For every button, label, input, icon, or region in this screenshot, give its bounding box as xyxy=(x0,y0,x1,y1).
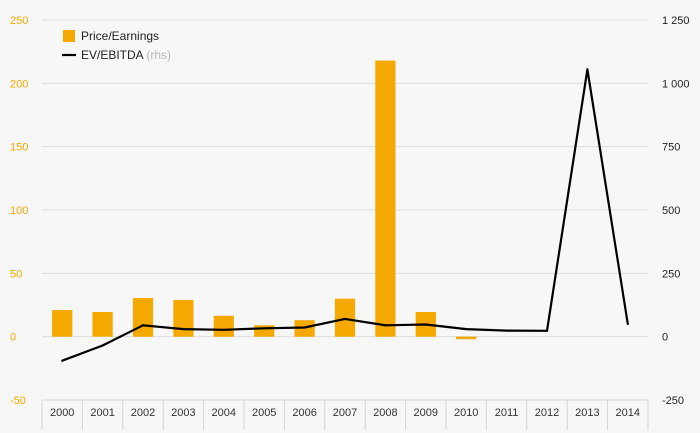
bar-2000 xyxy=(52,310,73,337)
point-2005 xyxy=(263,327,266,330)
x-axis: 2000 2001 2002 2003 2004 2005 2006 2007 2008 2009… xyxy=(50,407,640,419)
legend: Price/Earnings EV/EBITDA (rhs) xyxy=(62,29,171,62)
y-right-tick-label: 250 xyxy=(662,268,680,280)
y-left-tick-label: 150 xyxy=(10,142,28,154)
x-tick-label: 2004 xyxy=(212,407,236,419)
y-left-tick-label: 50 xyxy=(10,268,22,280)
bar-2002 xyxy=(132,298,154,337)
point-2003 xyxy=(182,327,185,331)
x-tick-label: 2006 xyxy=(292,407,316,419)
bar-2007 xyxy=(334,298,356,337)
y-right-tick-label: 0 xyxy=(662,332,668,344)
legend-label-ev-ebitda-name: EV/EBITDA xyxy=(81,48,144,62)
point-2011 xyxy=(505,329,508,332)
x-tick-label: 2001 xyxy=(90,407,114,419)
x-tick-label: 2013 xyxy=(575,407,599,419)
line-series-ev-ebitda xyxy=(61,68,629,362)
bar-2005 xyxy=(254,325,275,337)
point-2006 xyxy=(303,326,306,329)
point-2002 xyxy=(141,324,145,327)
x-tick-label: 2003 xyxy=(171,407,195,419)
legend-label-ev-ebitda: EV/EBITDA (rhs) xyxy=(81,48,171,62)
y-left-tick-label: 250 xyxy=(10,15,28,27)
point-2013 xyxy=(586,68,589,71)
y-axis-right: 1 250 1 000 750 500 250 0 -250 xyxy=(662,15,690,407)
y-right-tick-label: 500 xyxy=(662,205,680,217)
point-2012 xyxy=(545,329,549,332)
legend-swatch-price-earnings xyxy=(63,30,75,42)
y-right-tick-label: 1 000 xyxy=(662,78,690,90)
point-2001 xyxy=(101,344,104,347)
x-tick-label: 2005 xyxy=(252,407,276,419)
x-tick-label: 2000 xyxy=(50,407,74,419)
y-right-tick-label: 750 xyxy=(662,142,680,154)
x-tick-label: 2009 xyxy=(414,407,438,419)
point-2014 xyxy=(626,322,629,326)
bar-2010 xyxy=(456,336,477,340)
x-tick-label: 2012 xyxy=(535,407,559,419)
bar-2001 xyxy=(92,311,113,337)
point-2000 xyxy=(61,359,64,362)
x-tick-label: 2010 xyxy=(454,407,478,419)
x-tick-label: 2002 xyxy=(131,407,155,419)
x-tick-label: 2014 xyxy=(616,407,640,419)
point-2008 xyxy=(384,324,387,327)
y-left-tick-label: 0 xyxy=(10,332,16,344)
y-axis-left: 250 200 150 100 50 0 -50 xyxy=(10,15,28,407)
y-left-tick-label: 100 xyxy=(10,205,28,217)
bar-2003 xyxy=(173,299,194,337)
legend-label-ev-ebitda-suffix: (rhs) xyxy=(146,48,171,62)
x-tick-label: 2008 xyxy=(373,407,397,419)
legend-label-price-earnings: Price/Earnings xyxy=(81,29,159,43)
y-right-tick-label: 1 250 xyxy=(662,15,690,27)
point-2010 xyxy=(465,327,468,331)
bar-2004 xyxy=(213,315,234,337)
y-left-tick-label: 200 xyxy=(10,78,28,90)
x-tick-label: 2007 xyxy=(333,407,357,419)
bar-series-price-earnings xyxy=(52,60,477,340)
gridlines xyxy=(41,19,649,430)
point-2009 xyxy=(424,323,427,326)
bar-2008 xyxy=(375,60,396,337)
y-right-tick-label: -250 xyxy=(662,395,684,407)
point-2004 xyxy=(222,328,225,331)
y-left-tick-label: -50 xyxy=(10,395,26,407)
x-tick-label: 2011 xyxy=(495,407,519,419)
point-2007 xyxy=(343,317,347,321)
